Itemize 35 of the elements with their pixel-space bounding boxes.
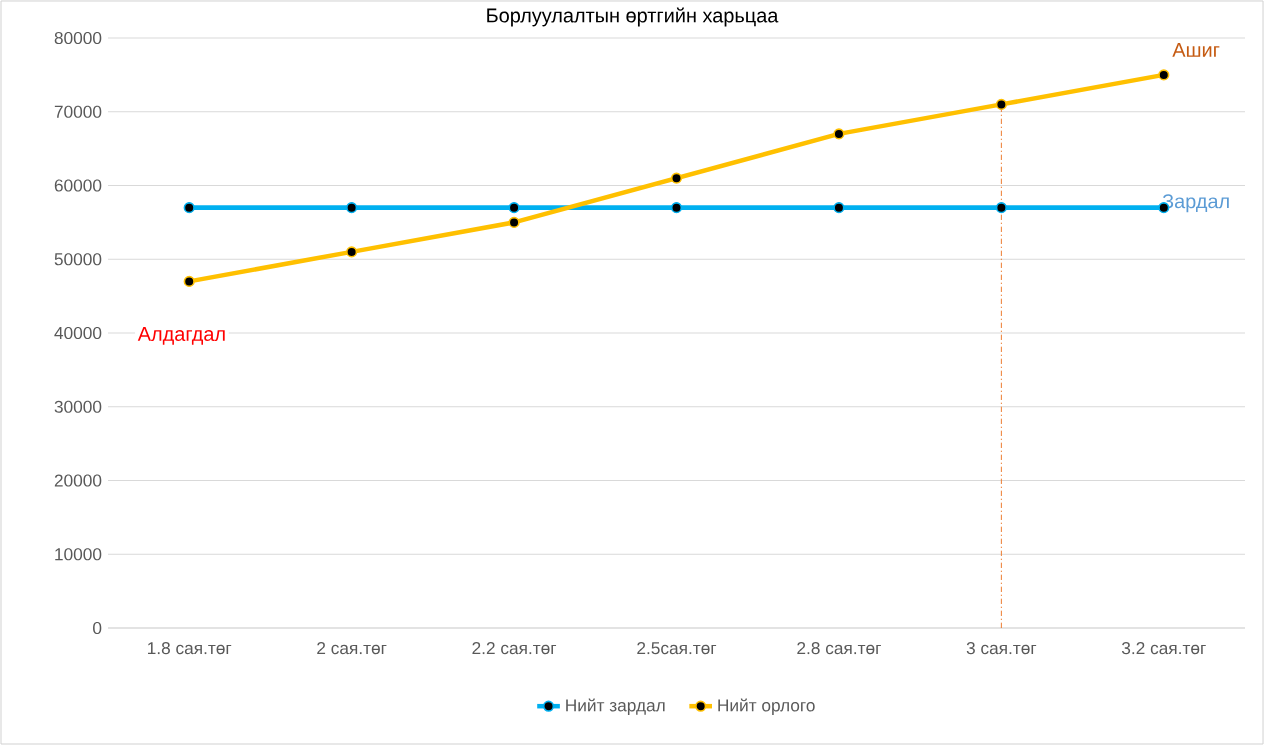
point (995, 98, 1007, 110)
point (1158, 69, 1170, 81)
y-tick-label: 10000 (55, 548, 102, 561)
chart-title: Борлуулалтын өртгийн харьцаа (487, 7, 779, 27)
point (833, 128, 845, 140)
y-tick-label: 80000 (54, 31, 102, 45)
annotation: Зардал (1162, 194, 1229, 213)
point (508, 216, 520, 228)
y-tick-label: 20000 (54, 474, 102, 487)
y-tick-label: 0 (93, 621, 102, 635)
point (508, 202, 520, 214)
annotation: Ашиг (1172, 42, 1220, 57)
point (670, 172, 683, 184)
point (183, 202, 195, 214)
x-tick-label: 2.2 сая.төг (472, 642, 557, 655)
y-tick-label: 30000 (54, 400, 102, 413)
point (670, 202, 683, 214)
legend-label: Нийт орлого (718, 698, 815, 715)
x-tick-label: 2.8 сая.төг (797, 642, 881, 655)
legend-label: Нийт зардал (566, 698, 665, 715)
point (995, 202, 1007, 214)
annotation: Алдагдал (137, 327, 225, 345)
y-tick-label: 60000 (54, 179, 102, 192)
x-tick-label: 3 сая.төг (966, 642, 1037, 655)
y-tick-label: 70000 (54, 105, 102, 118)
point (833, 202, 845, 214)
x-tick-label: 1.8 сая.төг (148, 642, 232, 655)
x-tick-label: 2 сая.төг (317, 642, 387, 655)
x-tick-label: 3.2 сая.төг (1121, 642, 1206, 655)
point (346, 246, 358, 258)
point (183, 275, 195, 287)
y-tick-label: 40000 (54, 326, 102, 340)
x-tick-label: 2.5сая.төг (637, 642, 717, 655)
y-tick-label: 50000 (54, 253, 102, 266)
point (346, 202, 358, 214)
